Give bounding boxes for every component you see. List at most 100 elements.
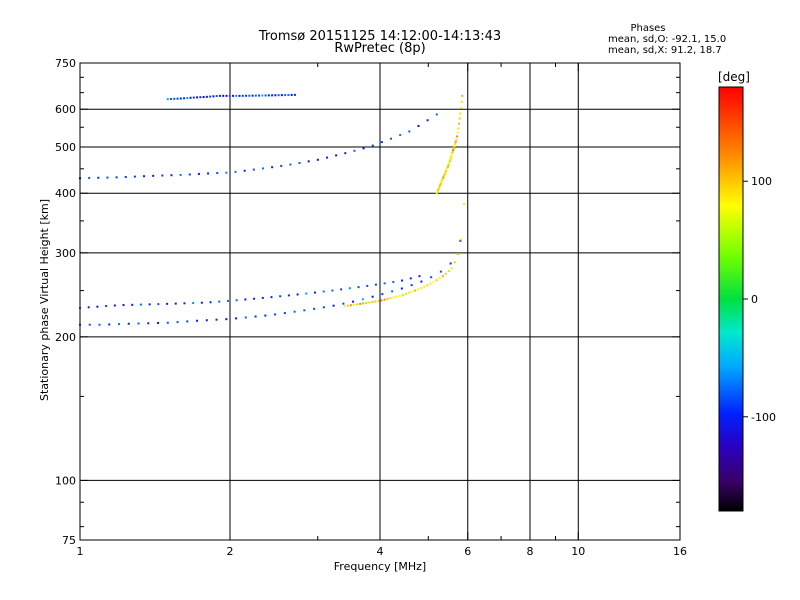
data-point	[235, 94, 238, 97]
data-point	[235, 299, 238, 302]
data-point	[450, 155, 453, 158]
data-point	[196, 319, 199, 322]
data-point	[225, 318, 228, 321]
data-point	[452, 149, 455, 152]
data-point	[389, 297, 392, 300]
data-point	[353, 149, 356, 152]
data-point	[87, 306, 90, 309]
data-point	[432, 280, 435, 283]
data-point	[157, 322, 160, 325]
data-point	[270, 296, 273, 299]
data-point	[222, 94, 225, 97]
data-point	[97, 176, 100, 179]
data-point	[261, 167, 264, 170]
data-point	[401, 279, 404, 282]
data-point	[420, 287, 423, 290]
data-point	[342, 302, 345, 305]
data-point	[386, 297, 389, 300]
colorbar-tick-label: 100	[751, 175, 772, 188]
data-point	[179, 173, 182, 176]
data-point	[267, 94, 270, 97]
data-point	[209, 95, 212, 98]
data-point	[183, 302, 186, 305]
data-point	[231, 94, 234, 97]
data-point	[359, 302, 362, 305]
data-point	[118, 323, 121, 326]
data-point	[307, 160, 310, 163]
data-point	[176, 321, 179, 324]
data-point	[325, 156, 328, 159]
data-point	[215, 95, 218, 98]
data-point	[331, 289, 334, 292]
data-point	[357, 286, 360, 289]
data-point	[209, 301, 212, 304]
data-point	[429, 282, 432, 285]
data-point	[186, 97, 189, 100]
data-point	[189, 96, 192, 99]
data-point	[192, 302, 195, 305]
data-point	[261, 296, 264, 299]
data-point	[335, 154, 338, 157]
data-point	[443, 173, 446, 176]
x-tick-label: 10	[571, 545, 585, 558]
data-point	[212, 95, 215, 98]
colorbar-tick-label: -100	[751, 411, 776, 424]
stats-box: Phases mean, sd,O: -92.1, 15.0 mean, sd,…	[608, 23, 726, 56]
stats-heading: Phases	[630, 23, 665, 34]
data-point	[457, 122, 460, 125]
data-point	[148, 303, 151, 306]
data-point	[442, 176, 445, 179]
data-point	[362, 302, 365, 305]
data-point	[459, 239, 462, 242]
data-point	[456, 131, 459, 134]
data-point	[298, 161, 301, 164]
data-point	[166, 302, 169, 305]
data-point	[283, 312, 286, 315]
data-point	[461, 94, 464, 97]
data-point	[349, 304, 352, 307]
data-point	[264, 314, 267, 317]
data-point	[179, 97, 182, 100]
data-point	[199, 96, 202, 99]
colorbar-label: [deg]	[718, 70, 750, 84]
data-point	[455, 138, 458, 141]
data-point	[170, 97, 173, 100]
data-point	[452, 147, 455, 150]
x-tick-label: 6	[464, 545, 471, 558]
data-point	[435, 113, 438, 116]
data-point	[374, 300, 377, 303]
data-point	[147, 322, 150, 325]
data-point	[280, 164, 283, 167]
data-point	[346, 304, 349, 307]
y-tick-label: 100	[55, 474, 76, 487]
data-point	[261, 94, 264, 97]
data-point	[348, 287, 351, 290]
data-point	[439, 182, 442, 185]
data-point	[258, 94, 261, 97]
y-tick-label: 400	[55, 187, 76, 200]
data-point	[322, 290, 325, 293]
data-point	[218, 94, 221, 97]
x-tick-label: 1	[77, 545, 84, 558]
data-point	[216, 172, 219, 175]
data-point	[200, 301, 203, 304]
y-tick-label: 75	[62, 534, 76, 547]
data-point	[418, 275, 421, 278]
data-point	[408, 291, 411, 294]
data-point	[404, 292, 407, 295]
data-point	[243, 169, 246, 172]
data-point	[293, 310, 296, 313]
data-point	[139, 303, 142, 306]
data-point	[166, 98, 169, 101]
data-point	[437, 187, 440, 190]
colorbar-gradient	[718, 86, 744, 512]
data-point	[343, 305, 346, 308]
data-point	[254, 315, 257, 318]
data-point	[377, 300, 380, 303]
data-point	[152, 174, 155, 177]
data-point	[417, 124, 420, 127]
data-point	[296, 293, 299, 296]
data-point	[88, 177, 91, 180]
data-point	[436, 190, 439, 193]
data-point	[383, 282, 386, 285]
